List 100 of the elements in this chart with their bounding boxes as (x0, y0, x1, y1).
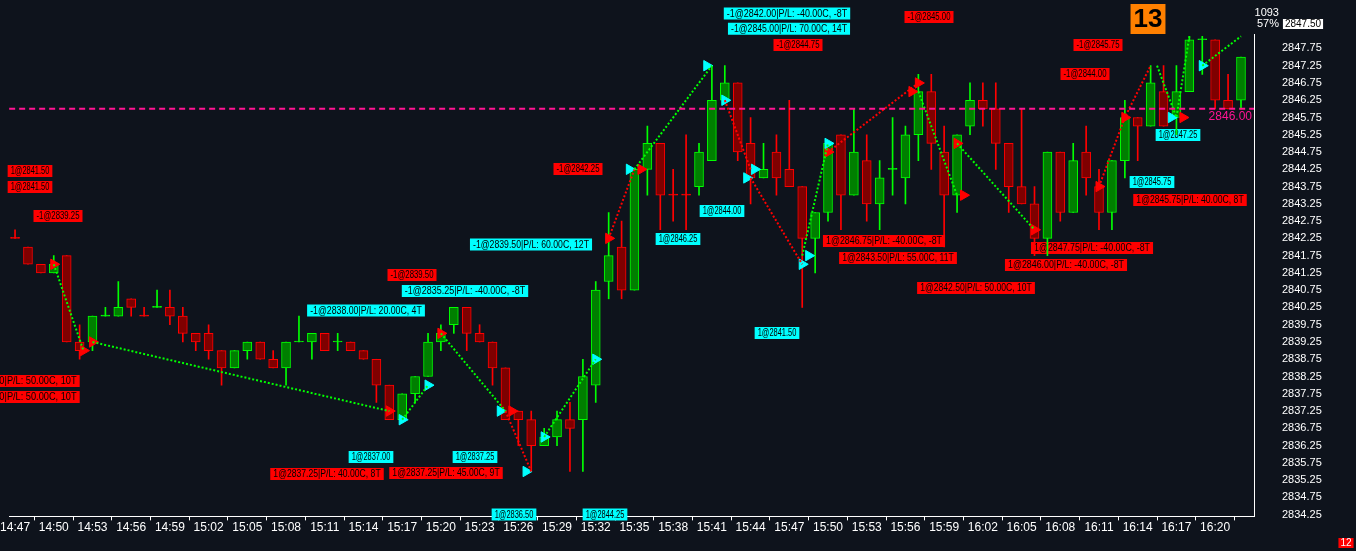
annotation: -1@2839.50 (390, 269, 434, 281)
candlestick (681, 134, 691, 231)
annotation: 1@2843.50|P/L: 55.00C, 11T (842, 252, 955, 264)
point (508, 405, 519, 417)
candlestick (1223, 73, 1233, 110)
point (914, 77, 925, 89)
annotation: 1@2841.50 (10, 181, 50, 193)
candlestick (332, 333, 343, 351)
annotation: -1@2844.00 (1063, 68, 1107, 80)
annotation: 1@2846.25 (658, 233, 698, 245)
x-tick-label: 15:59 (929, 519, 960, 534)
point (398, 414, 409, 426)
x-tick-label: 16:02 (967, 519, 999, 534)
y-tick-label: 2843.75 (1282, 179, 1322, 192)
x-tick-label: 15:41 (696, 519, 728, 534)
annotation: -1@2844.75 (776, 39, 820, 51)
point (1121, 111, 1132, 124)
x-tick-label: 15:38 (658, 519, 689, 534)
y-tick-label: 2845.75 (1282, 110, 1322, 123)
y-tick-label: 2839.25 (1282, 335, 1322, 348)
x-tick-label: 15:35 (619, 519, 650, 534)
point (625, 163, 636, 175)
candlestick (165, 289, 175, 326)
y-tick-label: 2847.75 (1282, 41, 1322, 54)
x-tick-label: 16:14 (1122, 519, 1154, 534)
annotation: -1@2845.75 (1076, 39, 1120, 51)
point (953, 137, 964, 150)
x-tick-label: 16:05 (1006, 519, 1037, 534)
y-tick-label: 2837.75 (1282, 386, 1322, 399)
x-tick-label: 14:47 (0, 519, 31, 534)
x-tick-label: 15:14 (348, 519, 379, 534)
y-tick-label: 2842.25 (1282, 231, 1322, 244)
x-tick-label: 14:50 (38, 519, 70, 534)
y-tick-label: 2845.25 (1282, 127, 1322, 140)
x-tick-label: 15:02 (193, 519, 224, 534)
y-tick-label: 2835.25 (1282, 473, 1322, 486)
x-tick-label: 15:53 (851, 519, 883, 534)
x-tick-label: 16:08 (1045, 519, 1076, 534)
y-tick-label: 2840.25 (1282, 300, 1322, 313)
annotation: 1@2841.50 (10, 165, 50, 177)
y-tick-label: 2838.25 (1282, 369, 1322, 382)
annotation: 1@2836.50 (494, 508, 534, 521)
candlestick (978, 82, 988, 127)
candlestick (139, 307, 149, 317)
text: 13 (1133, 3, 1163, 34)
annotation: 1@2837.25|P/L: 40.00C, 8T (273, 468, 381, 480)
text: 12 (1340, 536, 1352, 548)
x-tick-label: 14:56 (116, 519, 147, 534)
annotation: 0|P/L: 50.00C, 10T (0, 390, 77, 403)
x-tick-label: 15:23 (464, 519, 495, 534)
x-tick-label: 15:26 (503, 519, 534, 534)
ref-line-label: 2846.00 (1208, 109, 1253, 124)
y-tick-label: 2834.25 (1282, 507, 1322, 520)
point (1095, 180, 1106, 193)
text: 57% (1256, 17, 1280, 30)
point (703, 59, 714, 72)
annotation: -1@2839.50|P/L: 60.00C, 12T (473, 239, 590, 250)
text: -1@2842.00|P/L: -40.00C, -8T (726, 7, 848, 19)
annotation: 1@2844.25 (585, 508, 625, 521)
x-tick-label: 15:44 (735, 519, 766, 534)
text: 1093 (1254, 6, 1279, 19)
point (743, 172, 754, 184)
y-tick-label: 2840.75 (1282, 283, 1322, 296)
point (79, 344, 90, 357)
y-tick-label: 2843.25 (1282, 196, 1322, 209)
annotation: 1@2837.00 (351, 451, 391, 463)
y-tick-label: 2841.25 (1282, 265, 1322, 278)
x-tick-label: 14:59 (154, 519, 186, 534)
x-tick-label: 16:20 (1200, 519, 1231, 534)
annotation: 1@2842.50|P/L: 50.00C, 10T (920, 282, 1033, 294)
x-tick-label: 15:20 (425, 519, 457, 534)
annotation: 1@2846.00|P/L: -40.00C, -8T (1007, 258, 1125, 271)
candlestick (784, 99, 795, 187)
annotation: -1@2838.00|P/L: 20.00C, 4T (310, 304, 423, 316)
annotation: 1@2837.25|P/L: 45.00C, 9T (392, 467, 500, 479)
point (496, 405, 507, 417)
x-tick-label: 14:53 (77, 519, 108, 534)
annotation: 1@2837.25 (455, 451, 495, 463)
annotation: 1@2844.00 (702, 205, 742, 217)
y-tick-label: 2844.75 (1282, 145, 1322, 158)
candlestick (565, 402, 575, 472)
point (1031, 224, 1041, 236)
y-tick-label: 2847.25 (1282, 58, 1322, 71)
point (805, 249, 816, 262)
annotation: 1@2841.50 (757, 327, 797, 339)
x-tick-label: 15:47 (774, 519, 805, 534)
text: -1@2845.00 (907, 11, 951, 23)
annotation: 1@2845.75|P/L: 40.00C, 8T (1136, 194, 1244, 206)
point (522, 465, 533, 478)
x-tick-label: 15:32 (580, 519, 612, 534)
annotation: 0|P/L: 50.00C, 10T (0, 374, 77, 387)
x-tick-label: 15:08 (271, 519, 302, 534)
point (1167, 111, 1178, 124)
x-tick-label: 15:56 (890, 519, 921, 534)
point (750, 163, 761, 175)
y-tick-label: 2838.75 (1282, 352, 1322, 365)
point (960, 189, 970, 201)
y-tick-label: 2834.75 (1282, 490, 1322, 503)
x-tick-label: 16:17 (1161, 519, 1192, 534)
annotation: -1@2845.00|P/L: 70.00C, 14T (731, 23, 848, 35)
